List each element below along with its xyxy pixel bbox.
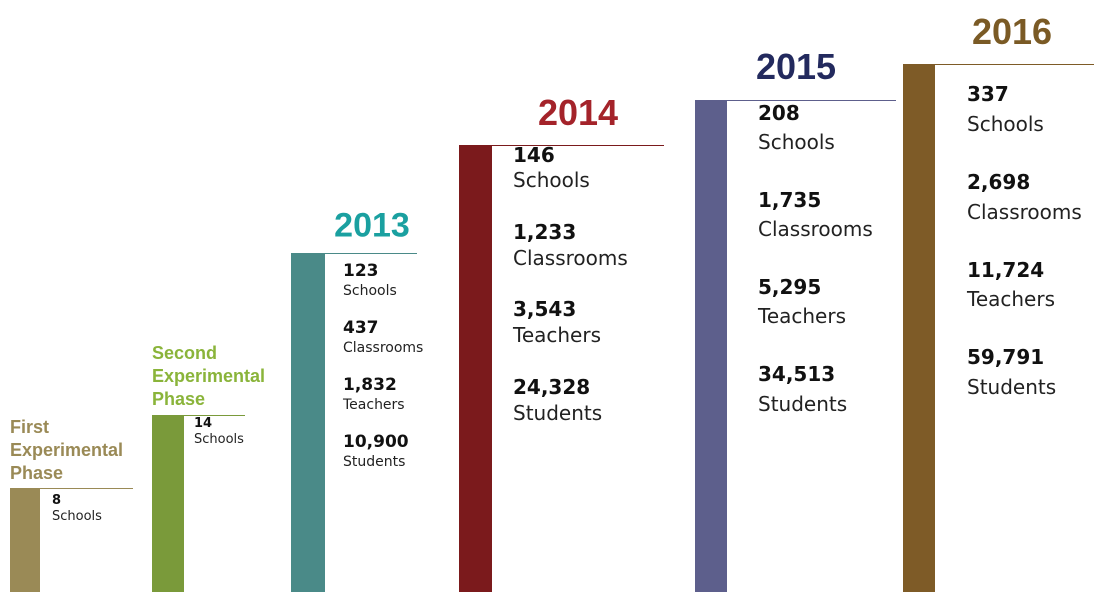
stat-value: 34,513 bbox=[758, 362, 836, 386]
stat-value: 59,791 bbox=[967, 345, 1045, 369]
stat-value: 10,900 bbox=[343, 431, 409, 452]
stat-value: 208 bbox=[758, 101, 800, 125]
stage-title: 2013 bbox=[334, 206, 410, 245]
stat-value: 11,724 bbox=[967, 258, 1045, 282]
stat-value: 1,832 bbox=[343, 374, 397, 395]
stage-rule bbox=[727, 100, 896, 101]
stat-value: 437 bbox=[343, 317, 379, 338]
stat-label: Schools bbox=[52, 509, 102, 525]
stage-title: 2016 bbox=[971, 11, 1053, 52]
stat-label: Classrooms bbox=[967, 200, 1082, 224]
stat-value: 123 bbox=[343, 260, 379, 281]
stat-label: Students bbox=[967, 375, 1057, 399]
stage-rule bbox=[184, 415, 245, 416]
stat-label: Teachers bbox=[513, 323, 601, 347]
stat-value: 5,295 bbox=[758, 275, 822, 299]
stat-label: Students bbox=[513, 401, 603, 425]
stat-value: 14 bbox=[194, 416, 213, 432]
stat-label: Classrooms bbox=[758, 217, 873, 241]
stat-label: Teachers bbox=[967, 287, 1055, 311]
stat-value: 1,233 bbox=[513, 220, 577, 244]
stat-label: Schools bbox=[758, 130, 835, 154]
stat-label: Students bbox=[758, 392, 848, 416]
stage-bar bbox=[459, 145, 492, 592]
stat-label: Teachers bbox=[343, 396, 405, 413]
stat-value: 24,328 bbox=[513, 375, 591, 399]
stage-title: Second Experimental Phase bbox=[152, 343, 266, 409]
stage-bar bbox=[10, 488, 40, 592]
stat-value: 3,543 bbox=[513, 297, 577, 321]
stage-bar bbox=[152, 415, 184, 592]
stat-label: Classrooms bbox=[513, 246, 628, 270]
stat-label: Schools bbox=[967, 112, 1044, 136]
stage-bar bbox=[903, 64, 935, 592]
stage-rule bbox=[40, 488, 133, 489]
stat-label: Schools bbox=[194, 432, 244, 448]
stage-rule bbox=[325, 253, 417, 254]
stage-title: 2015 bbox=[755, 46, 837, 87]
stage-rule bbox=[935, 64, 1094, 65]
stat-value: 146 bbox=[513, 143, 555, 167]
stage-title: 2014 bbox=[537, 92, 619, 133]
stat-value: 2,698 bbox=[967, 170, 1031, 194]
stat-value: 337 bbox=[967, 82, 1009, 106]
stat-label: Classrooms bbox=[343, 339, 424, 356]
stat-label: Teachers bbox=[758, 304, 846, 328]
stat-value: 1,735 bbox=[758, 188, 822, 212]
stat-value: 8 bbox=[52, 493, 62, 509]
stage-rule bbox=[492, 145, 664, 146]
stat-label: Students bbox=[343, 453, 406, 470]
stage-bar bbox=[695, 100, 727, 592]
stat-label: Schools bbox=[513, 168, 590, 192]
stage-bar bbox=[291, 253, 325, 592]
stat-label: Schools bbox=[343, 282, 397, 299]
stage-title: First Experimental Phase bbox=[10, 417, 124, 483]
